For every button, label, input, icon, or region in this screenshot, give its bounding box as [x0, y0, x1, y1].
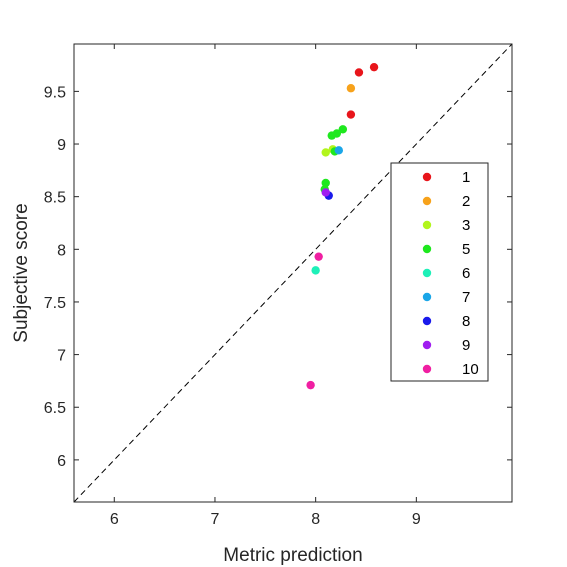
data-point-series-1	[354, 68, 364, 77]
y-tick-label: 7.5	[44, 295, 66, 312]
x-tick-label: 7	[211, 511, 220, 528]
y-tick-label: 7	[57, 348, 66, 365]
legend-box	[390, 162, 489, 382]
x-tick-label: 8	[311, 511, 320, 528]
legend-marker-5	[422, 244, 432, 254]
reference-line	[73, 43, 513, 503]
legend-label-3: 3	[462, 217, 470, 234]
y-tick-label: 6.5	[44, 400, 66, 417]
y-tick-label: 9	[57, 137, 66, 154]
legend-marker-7	[422, 292, 432, 302]
legend-label-10: 10	[462, 361, 479, 378]
legend-label-6: 6	[462, 265, 470, 282]
legend-label-1: 1	[462, 169, 470, 186]
legend-label-2: 2	[462, 193, 470, 210]
legend-marker-8	[422, 316, 432, 326]
y-tick-label: 8.5	[44, 190, 66, 207]
data-point-series-1	[369, 62, 379, 72]
data-point-series-5	[332, 129, 341, 138]
data-point-series-6	[311, 266, 320, 275]
data-point-series-10	[314, 252, 323, 261]
data-point-series-7	[334, 146, 344, 155]
data-point-series-3	[321, 148, 330, 157]
y-tick-label: 6	[57, 453, 66, 470]
data-point-series-2	[346, 84, 356, 93]
y-axis-label: Subjective score	[11, 203, 32, 342]
x-tick-label: 6	[110, 511, 119, 528]
legend-label-9: 9	[462, 337, 470, 354]
data-point-series-10	[306, 380, 315, 390]
ticks-group: 6 7 8 9 6 6.5 7 7.5 8 8.5 9 9.5	[44, 44, 512, 528]
data-point-series-5	[338, 125, 348, 134]
legend-label-5: 5	[462, 241, 470, 258]
legend-label-7: 7	[462, 289, 470, 306]
legend-marker-9	[422, 340, 432, 350]
data-point-series-5	[321, 178, 330, 188]
legend-marker-6	[422, 268, 432, 278]
y-tick-label: 9.5	[44, 84, 66, 101]
x-axis-label: Metric prediction	[223, 545, 362, 566]
legend-marker-3	[422, 220, 432, 230]
data-point-series-9	[321, 188, 330, 197]
points-group	[306, 62, 379, 390]
legend-marker-1	[422, 172, 432, 182]
legend-label-8: 8	[462, 313, 470, 330]
legend-marker-10	[422, 364, 432, 374]
legend-marker-2	[422, 196, 432, 206]
x-tick-label: 9	[412, 511, 421, 528]
plot-frame	[73, 43, 513, 503]
y-tick-label: 8	[57, 242, 66, 259]
legend: 1 2 3 5 6 7 8 9 10	[390, 162, 489, 382]
data-point-series-1	[346, 110, 356, 119]
